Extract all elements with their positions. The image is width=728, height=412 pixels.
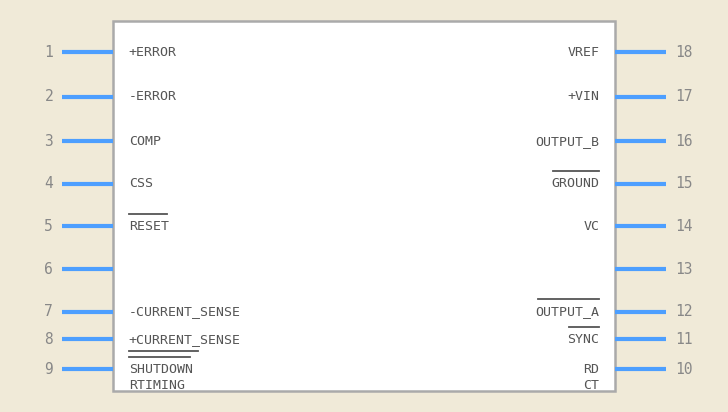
Text: 15: 15 bbox=[675, 176, 692, 191]
Bar bbox=[113, 21, 615, 391]
Text: 4: 4 bbox=[44, 176, 53, 191]
Text: VREF: VREF bbox=[567, 46, 599, 59]
Text: +VIN: +VIN bbox=[567, 90, 599, 103]
Text: GROUND: GROUND bbox=[551, 177, 599, 190]
Text: +ERROR: +ERROR bbox=[129, 46, 177, 59]
Text: 16: 16 bbox=[675, 133, 692, 149]
Text: OUTPUT_B: OUTPUT_B bbox=[535, 135, 599, 147]
Text: 12: 12 bbox=[675, 304, 692, 319]
Text: OUTPUT_A: OUTPUT_A bbox=[535, 305, 599, 318]
Text: CSS: CSS bbox=[129, 177, 153, 190]
Text: 17: 17 bbox=[675, 89, 692, 104]
Text: 3: 3 bbox=[44, 133, 53, 149]
Text: 9: 9 bbox=[44, 362, 53, 377]
Text: RTIMING: RTIMING bbox=[129, 379, 185, 392]
Text: VC: VC bbox=[583, 220, 599, 233]
Text: 10: 10 bbox=[675, 362, 692, 377]
Text: 11: 11 bbox=[675, 332, 692, 347]
Text: -CURRENT_SENSE: -CURRENT_SENSE bbox=[129, 305, 241, 318]
Text: COMP: COMP bbox=[129, 135, 161, 147]
Text: 7: 7 bbox=[44, 304, 53, 319]
Text: 6: 6 bbox=[44, 262, 53, 276]
Text: 14: 14 bbox=[675, 219, 692, 234]
Text: 18: 18 bbox=[675, 44, 692, 60]
Text: 13: 13 bbox=[675, 262, 692, 276]
Text: SHUTDOWN: SHUTDOWN bbox=[129, 363, 193, 376]
Text: +CURRENT_SENSE: +CURRENT_SENSE bbox=[129, 333, 241, 346]
Text: 2: 2 bbox=[44, 89, 53, 104]
Text: RESET: RESET bbox=[129, 220, 169, 233]
Text: 8: 8 bbox=[44, 332, 53, 347]
Text: RD: RD bbox=[583, 363, 599, 376]
Text: 1: 1 bbox=[44, 44, 53, 60]
Text: -ERROR: -ERROR bbox=[129, 90, 177, 103]
Text: CT: CT bbox=[583, 379, 599, 392]
Text: SYNC: SYNC bbox=[567, 333, 599, 346]
Text: 5: 5 bbox=[44, 219, 53, 234]
